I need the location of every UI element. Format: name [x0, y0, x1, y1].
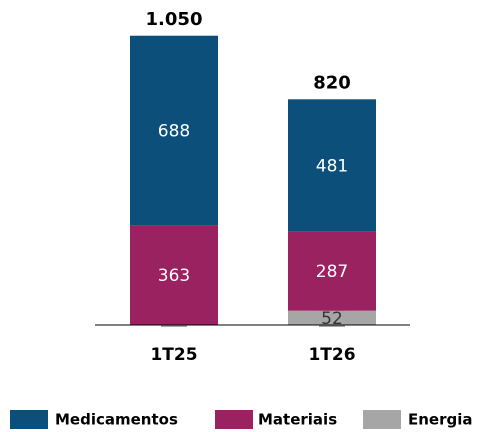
legend-swatch	[215, 410, 253, 429]
total-label: 820	[313, 72, 351, 93]
bar-segment	[130, 225, 218, 325]
bar-segment	[288, 99, 376, 232]
value-label: 52	[321, 309, 343, 329]
total-label: 1.050	[146, 9, 203, 30]
legend-swatch	[363, 410, 401, 429]
legend-label: Medicamentos	[55, 411, 178, 429]
legend-swatch	[10, 410, 48, 429]
legend-label: Energia	[408, 411, 473, 429]
bar-segment	[288, 231, 376, 311]
bar-segment	[130, 35, 218, 226]
value-label: 363	[158, 266, 190, 286]
legend-label: Materiais	[258, 411, 337, 429]
value-label: 688	[158, 121, 190, 141]
value-label: 481	[316, 156, 348, 176]
value-label-box	[319, 310, 345, 327]
x-tick-label: 1T25	[150, 345, 197, 365]
x-tick-label: 1T26	[308, 345, 355, 365]
value-label: 287	[316, 262, 348, 282]
